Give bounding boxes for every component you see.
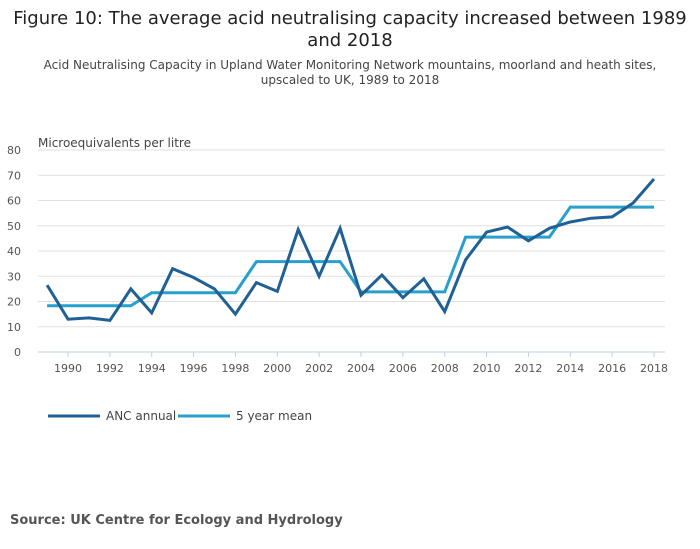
y-tick-label: 40 <box>7 245 21 258</box>
x-tick-label: 2008 <box>431 362 459 375</box>
source-note: Source: UK Centre for Ecology and Hydrol… <box>10 513 343 528</box>
x-tick-label: 1990 <box>54 362 82 375</box>
x-tick-label: 2004 <box>347 362 375 375</box>
x-tick-label: 1998 <box>221 362 249 375</box>
y-tick-label: 70 <box>7 169 21 182</box>
y-tick-label: 0 <box>14 346 21 359</box>
chart-title: Figure 10: The average acid neutralising… <box>13 8 687 51</box>
y-tick-label: 10 <box>7 321 21 334</box>
legend-label: ANC annual <box>106 409 176 423</box>
y-axis-label: Microequivalents per litre <box>38 136 191 150</box>
legend-label: 5 year mean <box>236 409 312 423</box>
x-tick-label: 2006 <box>389 362 417 375</box>
x-tick-label: 1992 <box>96 362 124 375</box>
y-tick-label: 30 <box>7 270 21 283</box>
x-tick-label: 2016 <box>598 362 626 375</box>
y-tick-label: 80 <box>7 144 21 157</box>
x-tick-label: 1996 <box>180 362 208 375</box>
y-tick-label: 60 <box>7 195 21 208</box>
series-line-5-year-mean <box>47 205 654 308</box>
x-tick-label: 2012 <box>514 362 542 375</box>
x-tick-label: 2000 <box>263 362 291 375</box>
y-tick-label: 20 <box>7 296 21 309</box>
y-tick-label: 50 <box>7 220 21 233</box>
series-line-anc-annual <box>45 178 656 322</box>
x-tick-label: 1994 <box>138 362 166 375</box>
x-tick-label: 2014 <box>556 362 584 375</box>
x-tick-label: 2018 <box>640 362 668 375</box>
chart-subtitle: Acid Neutralising Capacity in Upland Wat… <box>43 58 657 87</box>
x-tick-label: 2010 <box>473 362 501 375</box>
x-tick-label: 2002 <box>305 362 333 375</box>
